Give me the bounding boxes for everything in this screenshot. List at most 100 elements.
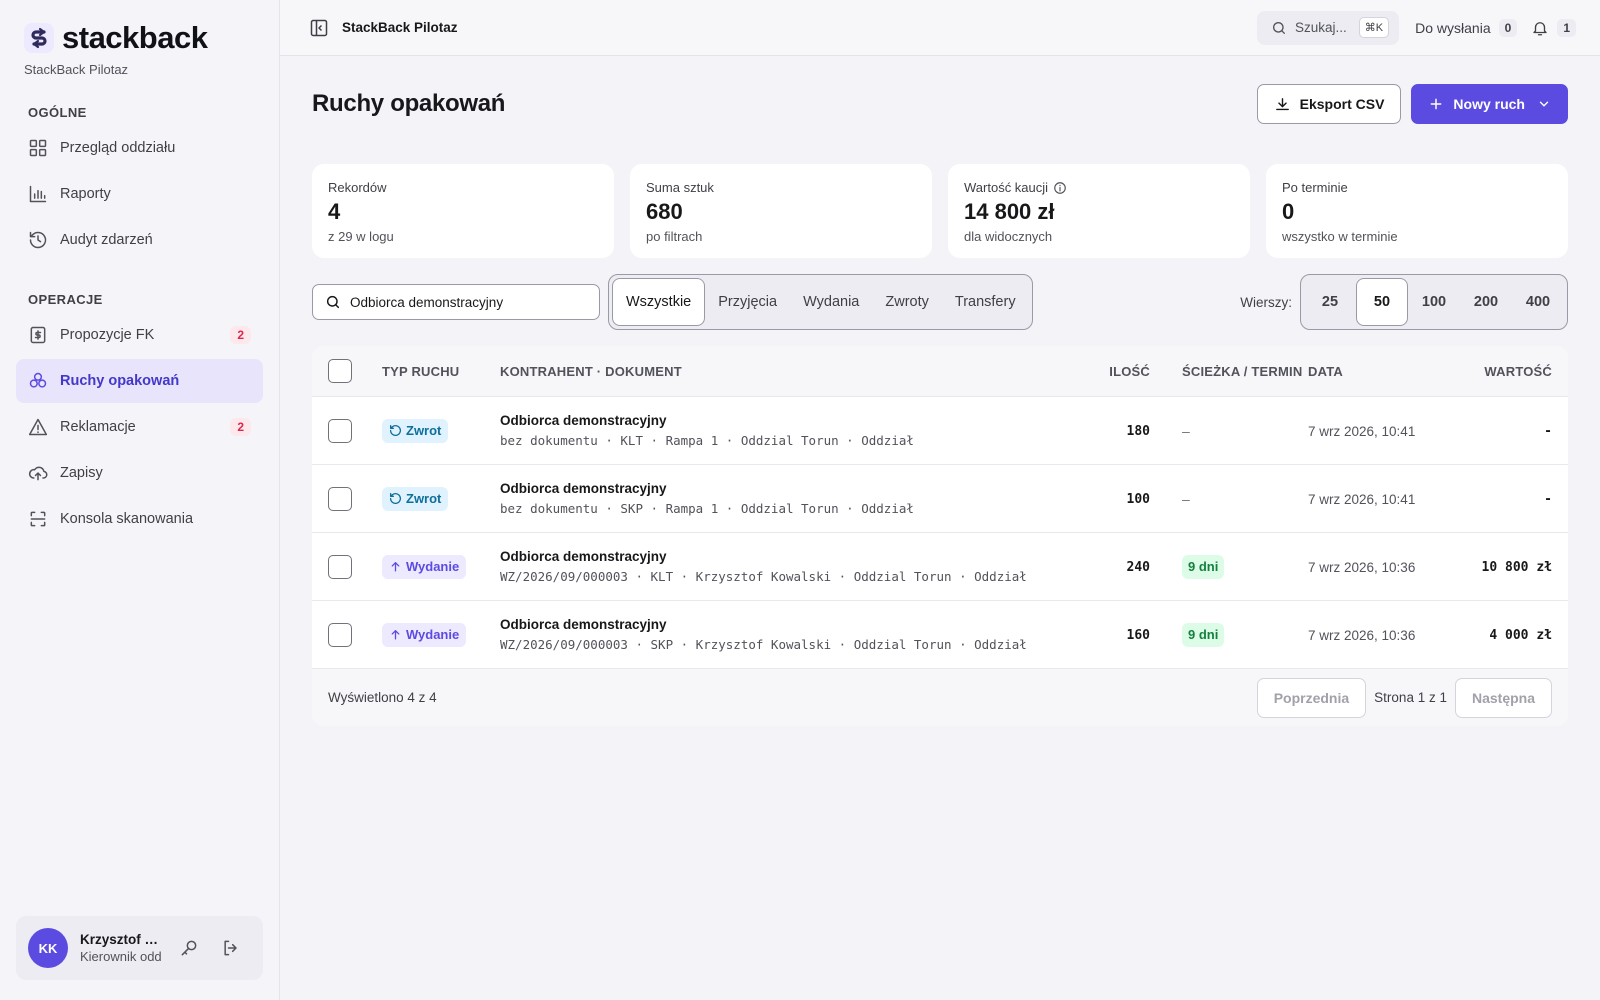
rows-option[interactable]: 400 <box>1525 294 1551 310</box>
stat-label: Suma sztuk <box>646 180 714 195</box>
rows-option[interactable]: 25 <box>1321 294 1339 310</box>
brand[interactable]: stackback <box>16 20 263 56</box>
table-row[interactable]: Wydanie Odbiorca demonstracyjny WZ/2026/… <box>312 532 1568 600</box>
info-icon[interactable] <box>1053 181 1067 195</box>
plus-icon <box>1431 98 1442 110</box>
col-value[interactable]: WARTOŚĆ <box>1484 363 1552 379</box>
table-row[interactable]: Zwrot Odbiorca demonstracyjny bez dokume… <box>312 396 1568 464</box>
select-all-checkbox[interactable] <box>328 359 352 383</box>
sidebar-item-konsola-skanowania[interactable]: Konsola skanowania <box>16 497 263 541</box>
return-icon <box>389 424 406 437</box>
quantity: 100 <box>1126 492 1150 507</box>
sidebar-toggle-icon[interactable] <box>308 17 330 39</box>
document-details: WZ/2026/09/000003 · SKP · Krzysztof Kowa… <box>500 637 1027 652</box>
document-details: bez dokumentu · KLT · Rampa 1 · Oddzial … <box>500 433 914 448</box>
document-details: bez dokumentu · SKP · Rampa 1 · Oddzial … <box>500 501 914 516</box>
table-row[interactable]: Zwrot Odbiorca demonstracyjny bez dokume… <box>312 464 1568 532</box>
stat-value: 0 <box>1282 199 1295 224</box>
avatar[interactable]: KK <box>28 928 68 968</box>
main: StackBack Pilotaz Szukaj... ⌘K Do wysłan… <box>280 0 1600 1000</box>
table-search-value: Odbiorca demonstracyjny <box>350 294 504 310</box>
notifications-count: 1 <box>1557 18 1576 37</box>
notifications-button[interactable]: 1 <box>1531 18 1576 37</box>
stat-subtext: dla widocznych <box>964 229 1053 244</box>
sidebar-item-zapisy[interactable]: Zapisy <box>16 451 263 495</box>
sidebar-item-reklamacje[interactable]: Reklamacje 2 <box>16 405 263 449</box>
table-row[interactable]: Wydanie Odbiorca demonstracyjny WZ/2026/… <box>312 600 1568 668</box>
col-date[interactable]: DATA <box>1308 363 1343 379</box>
tab-all[interactable]: Wszystkie <box>612 278 706 326</box>
stat-label: Po terminie <box>1282 180 1348 195</box>
tab-returns[interactable]: Zwroty <box>885 294 929 310</box>
stat-value: 4 <box>328 199 341 224</box>
return-icon <box>389 492 406 505</box>
sidebar-item-label: Przegląd oddziału <box>60 140 176 156</box>
topbar: StackBack Pilotaz Szukaj... ⌘K Do wysłan… <box>280 0 1600 56</box>
export-csv-button[interactable]: Eksport CSV <box>1256 84 1402 124</box>
tab-transfers[interactable]: Transfery <box>954 294 1016 310</box>
date: 7 wrz 2026, 10:36 <box>1308 559 1416 575</box>
sidebar-item-propozycje-fk[interactable]: Propozycje FK 2 <box>16 313 263 357</box>
rows-option[interactable]: 100 <box>1421 294 1447 310</box>
sidebar-item-ruchy-opakowan[interactable]: Ruchy opakowań <box>16 359 263 403</box>
value: - <box>1544 424 1552 439</box>
sidebar-item-przeglad-oddzialu[interactable]: Przegląd oddziału <box>16 126 263 170</box>
sidebar-item-label: Audyt zdarzeń <box>60 232 153 248</box>
global-search-button[interactable]: Szukaj... ⌘K <box>1257 10 1400 45</box>
outbox-button[interactable]: Do wysłania 0 <box>1415 18 1518 37</box>
col-type[interactable]: TYP RUCHU <box>382 363 460 379</box>
count-badge: 2 <box>230 326 251 344</box>
tab-receipts[interactable]: Przyjęcia <box>718 294 778 310</box>
prev-page-button[interactable]: Poprzednia <box>1256 677 1367 718</box>
type-label: Zwrot <box>406 491 442 506</box>
row-checkbox[interactable] <box>328 554 352 579</box>
next-page-button[interactable]: Następna <box>1454 677 1552 718</box>
stackback-logo-icon <box>24 23 54 53</box>
key-icon[interactable] <box>172 931 206 965</box>
sidebar-item-label: Propozycje FK <box>60 327 155 343</box>
bar-chart-icon <box>28 184 48 204</box>
bell-icon <box>1533 21 1547 35</box>
date: 7 wrz 2026, 10:41 <box>1308 423 1416 439</box>
row-checkbox[interactable] <box>328 418 352 443</box>
chevron-down-icon <box>1539 101 1549 107</box>
quantity: 240 <box>1126 560 1150 575</box>
logout-icon[interactable] <box>214 931 248 965</box>
tab-issues[interactable]: Wydania <box>803 294 860 310</box>
row-checkbox[interactable] <box>328 486 352 511</box>
sidebar-item-audyt-zdarzen[interactable]: Audyt zdarzeń <box>16 218 263 262</box>
nav-section-general: OGÓLNE <box>28 105 87 120</box>
col-qty[interactable]: ILOŚĆ <box>1109 363 1150 379</box>
scan-icon <box>28 509 48 529</box>
sidebar-item-label: Zapisy <box>60 465 103 481</box>
search-icon <box>1273 21 1286 34</box>
sidebar-item-raporty[interactable]: Raporty <box>16 172 263 216</box>
value: - <box>1544 492 1552 507</box>
brand-subtitle: StackBack Pilotaz <box>24 62 129 77</box>
due-badge: 9 dni <box>1182 554 1225 579</box>
sidebar-item-label: Konsola skanowania <box>60 511 194 527</box>
sidebar-item-label: Reklamacje <box>60 419 136 435</box>
value: 4 000 zł <box>1489 628 1552 643</box>
outbox-count: 0 <box>1498 18 1518 37</box>
sidebar-item-label: Ruchy opakowań <box>60 373 180 389</box>
date: 7 wrz 2026, 10:41 <box>1308 491 1416 507</box>
arrow-up-icon <box>389 628 406 641</box>
rows-option[interactable]: 50 <box>1356 278 1408 326</box>
path-empty: – <box>1182 490 1190 507</box>
new-movement-button[interactable]: Nowy ruch <box>1411 84 1568 124</box>
quantity: 160 <box>1126 628 1150 643</box>
row-checkbox[interactable] <box>328 622 352 647</box>
type-badge: Wydanie <box>382 622 467 647</box>
rows-option[interactable]: 200 <box>1473 294 1499 310</box>
col-contractor[interactable]: KONTRAHENT · DOKUMENT <box>500 363 682 379</box>
stat-label: Wartość kaucji <box>964 180 1049 195</box>
type-label: Zwrot <box>406 423 442 438</box>
search-icon <box>326 295 340 309</box>
table-search-input[interactable]: Odbiorca demonstracyjny <box>312 284 600 320</box>
warning-icon <box>28 417 48 437</box>
col-path[interactable]: ŚCIEŻKA / TERMIN <box>1182 363 1303 379</box>
user-role: Kierownik odd <box>80 949 162 964</box>
export-csv-label: Eksport CSV <box>1299 96 1385 112</box>
stat-value: 680 <box>646 199 683 224</box>
